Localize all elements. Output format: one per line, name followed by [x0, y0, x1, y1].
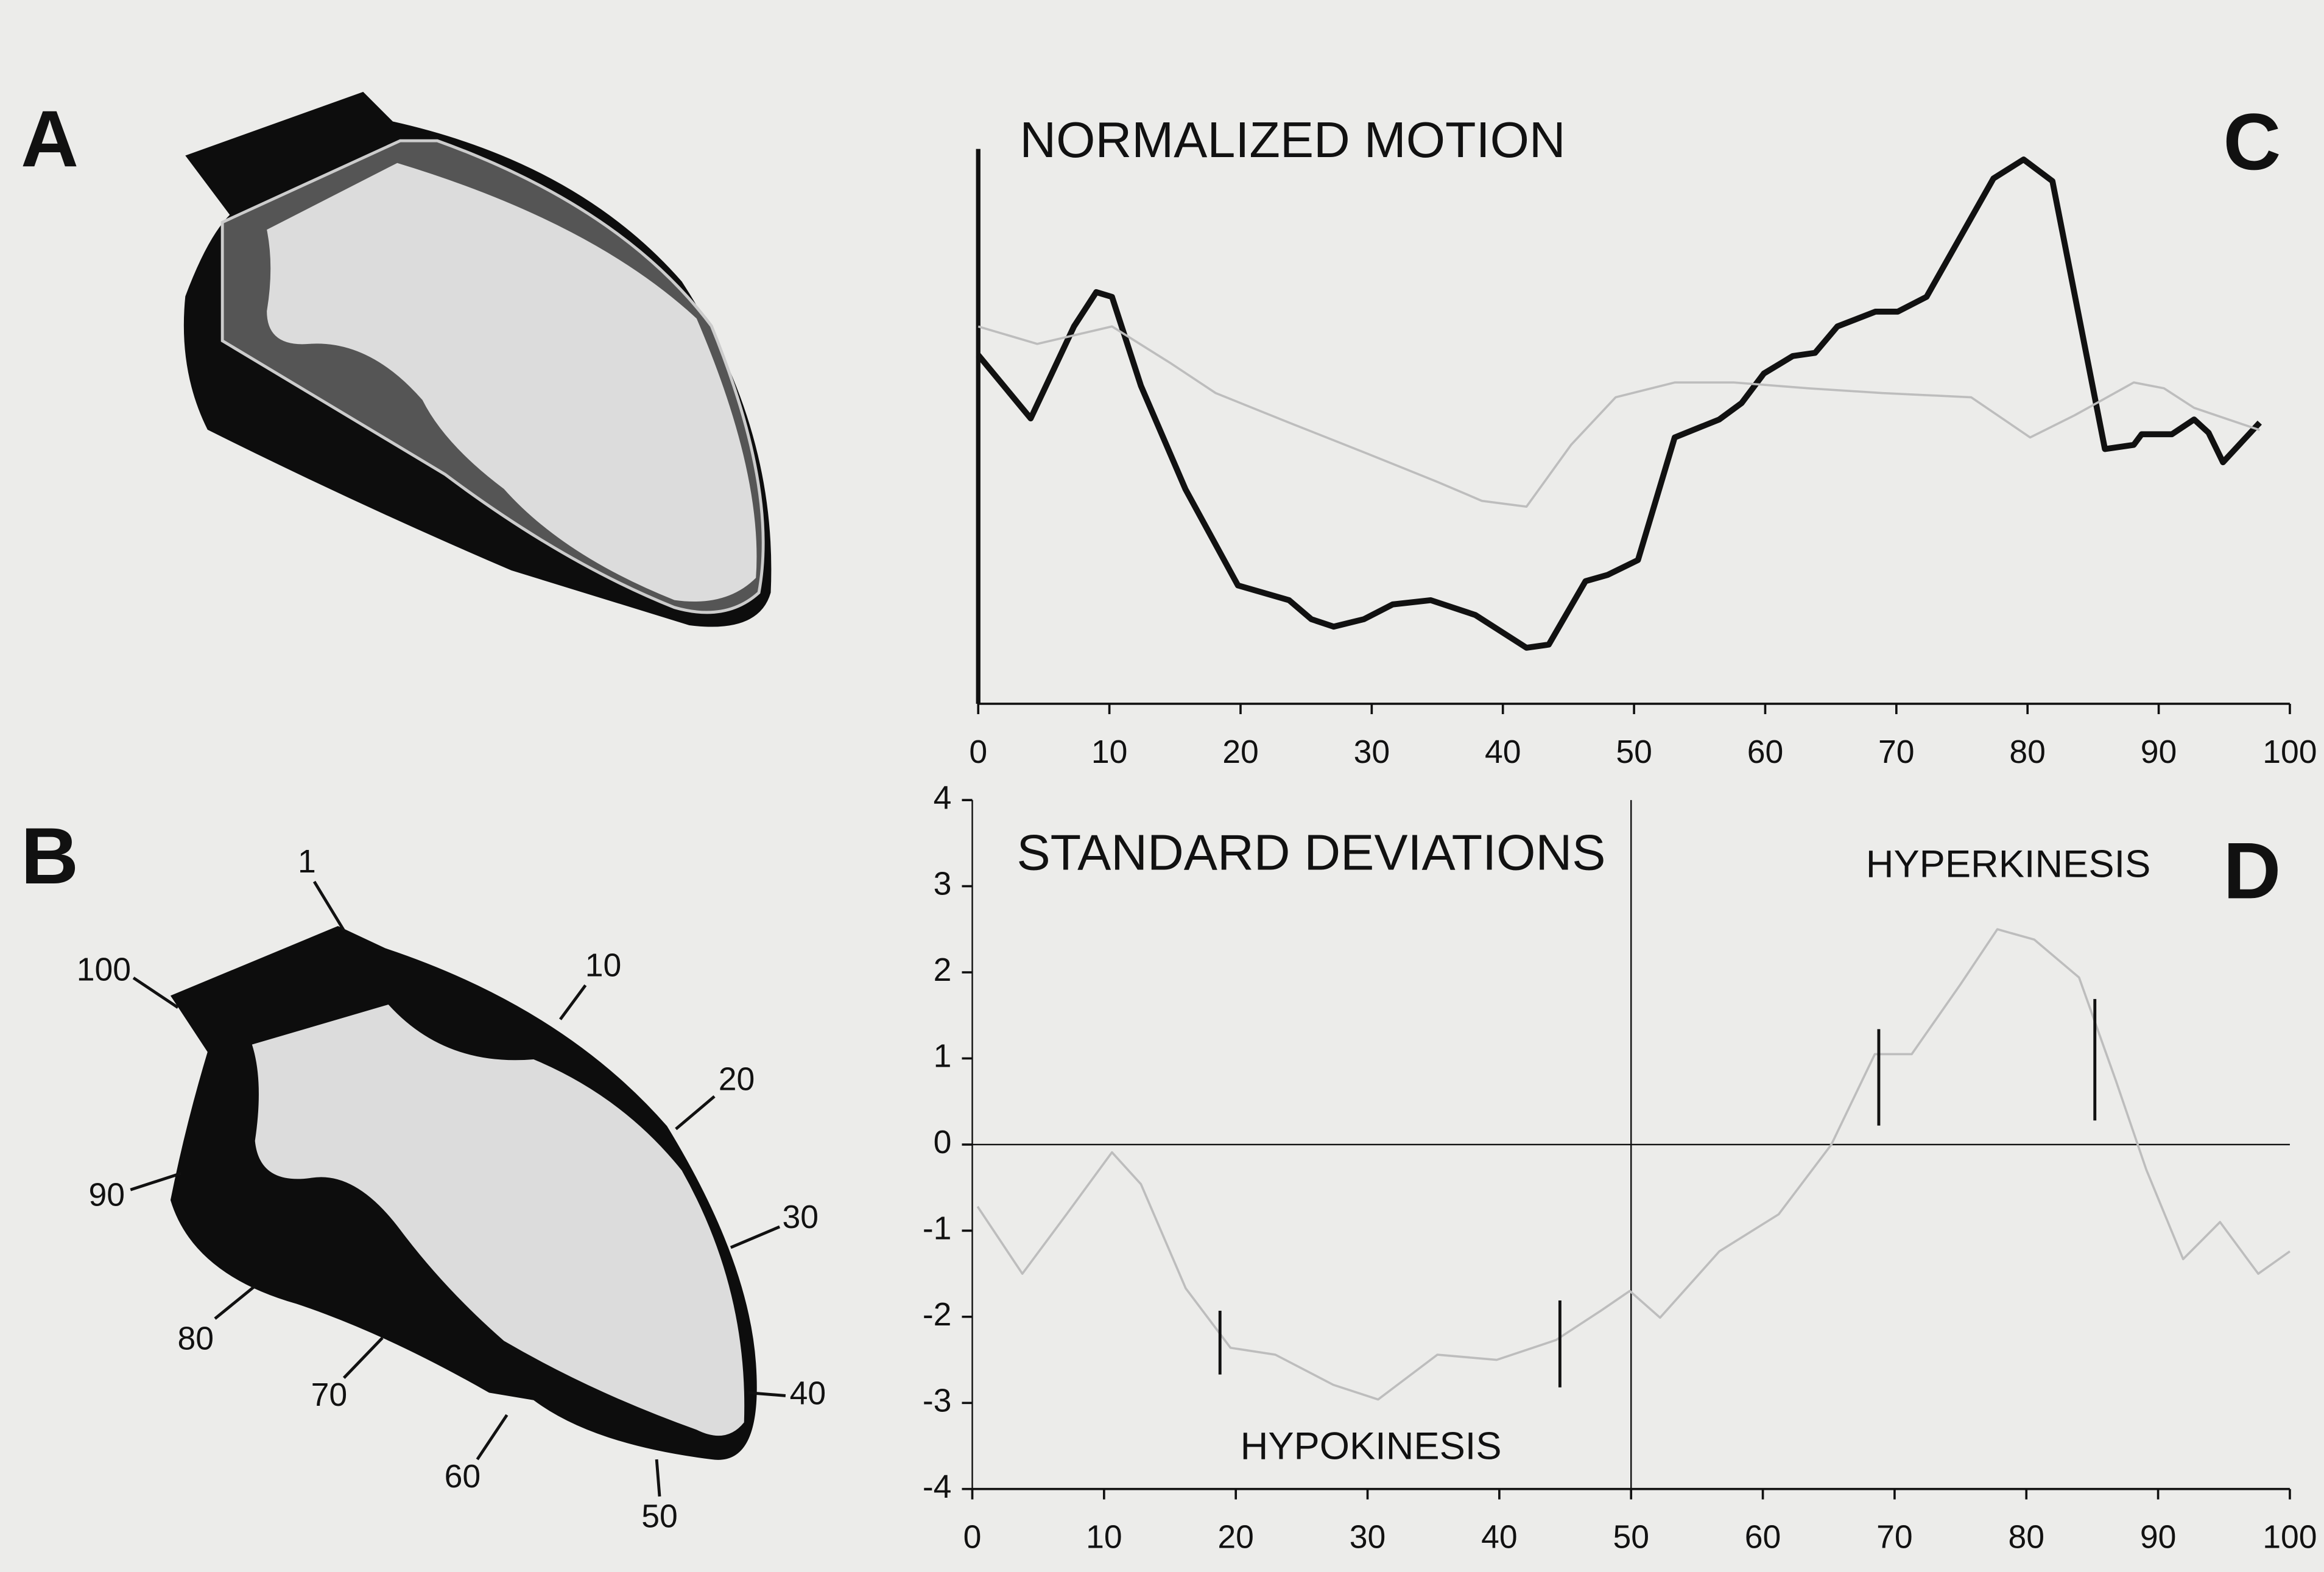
chord-label: 100	[77, 952, 131, 988]
panel-letter: A	[21, 94, 79, 183]
chord-label: 70	[311, 1377, 348, 1413]
x-tick-label: 100	[2262, 734, 2317, 770]
y-tick-label: -4	[923, 1469, 952, 1505]
y-tick-label: 2	[934, 952, 952, 988]
cavity	[267, 163, 757, 602]
x-tick-label: 60	[1745, 1520, 1781, 1556]
x-tick-label: 100	[2262, 1520, 2317, 1556]
x-tick-label: 40	[1481, 1520, 1518, 1556]
y-tick-label: 3	[934, 866, 952, 902]
x-tick-label: 90	[2141, 734, 2177, 770]
chord-label: 1	[298, 844, 316, 880]
line-series	[976, 928, 2291, 1401]
y-tick-label: -2	[923, 1297, 952, 1333]
chord-label: 40	[790, 1376, 826, 1412]
annotation: HYPOKINESIS	[1241, 1425, 1502, 1468]
x-tick-label: 70	[1878, 734, 1915, 770]
y-tick-label: 0	[934, 1125, 952, 1160]
x-tick-label: 10	[1091, 734, 1128, 770]
panel-letter: B	[21, 811, 79, 900]
chord-ticks	[130, 880, 786, 1497]
x-tick-label: 20	[1222, 734, 1259, 770]
chord-label: 60	[445, 1459, 481, 1495]
x-tick-label: 50	[1616, 734, 1652, 770]
chord-label: 80	[178, 1321, 214, 1357]
line-series	[976, 156, 2262, 651]
diagram-b: 1 10 20 30 40 50 60 70 80 90 100	[77, 844, 826, 1535]
panel-letter: C	[2223, 97, 2281, 186]
x-tick-label: 50	[1613, 1520, 1649, 1556]
y-tick-label: -3	[923, 1383, 952, 1419]
panel-letter: D	[2223, 826, 2281, 915]
chord-label: 20	[719, 1062, 755, 1098]
x-tick-label: 70	[1876, 1520, 1913, 1556]
x-tick-label: 60	[1747, 734, 1784, 770]
x-tick-label: 30	[1354, 734, 1390, 770]
x-tick-label: 80	[2008, 1520, 2044, 1556]
x-tick-label: 90	[2140, 1520, 2177, 1556]
chart-title: NORMALIZED MOTION	[1019, 111, 1565, 168]
cavity	[252, 1004, 745, 1436]
x-tick-label: 20	[1217, 1520, 1254, 1556]
y-tick-label: 1	[934, 1039, 952, 1075]
x-tick-label: 80	[2009, 734, 2046, 770]
x-tick-label: 30	[1350, 1520, 1386, 1556]
chord-label: 10	[585, 947, 622, 983]
x-tick-label: 10	[1086, 1520, 1122, 1556]
x-tick-label: 0	[963, 1520, 982, 1556]
chord-label: 30	[782, 1199, 819, 1235]
y-tick-label: 4	[934, 780, 952, 816]
annotation: HYPERKINESIS	[1866, 843, 2151, 885]
line-series	[977, 325, 2260, 508]
chart-title: STANDARD DEVIATIONS	[1017, 824, 1606, 880]
chord-label: 90	[89, 1177, 125, 1213]
x-tick-label: 0	[969, 734, 987, 770]
diagram-a	[183, 91, 772, 627]
y-tick-label: -1	[923, 1211, 952, 1247]
chord-label: 50	[641, 1499, 678, 1535]
x-tick-label: 40	[1485, 734, 1521, 770]
